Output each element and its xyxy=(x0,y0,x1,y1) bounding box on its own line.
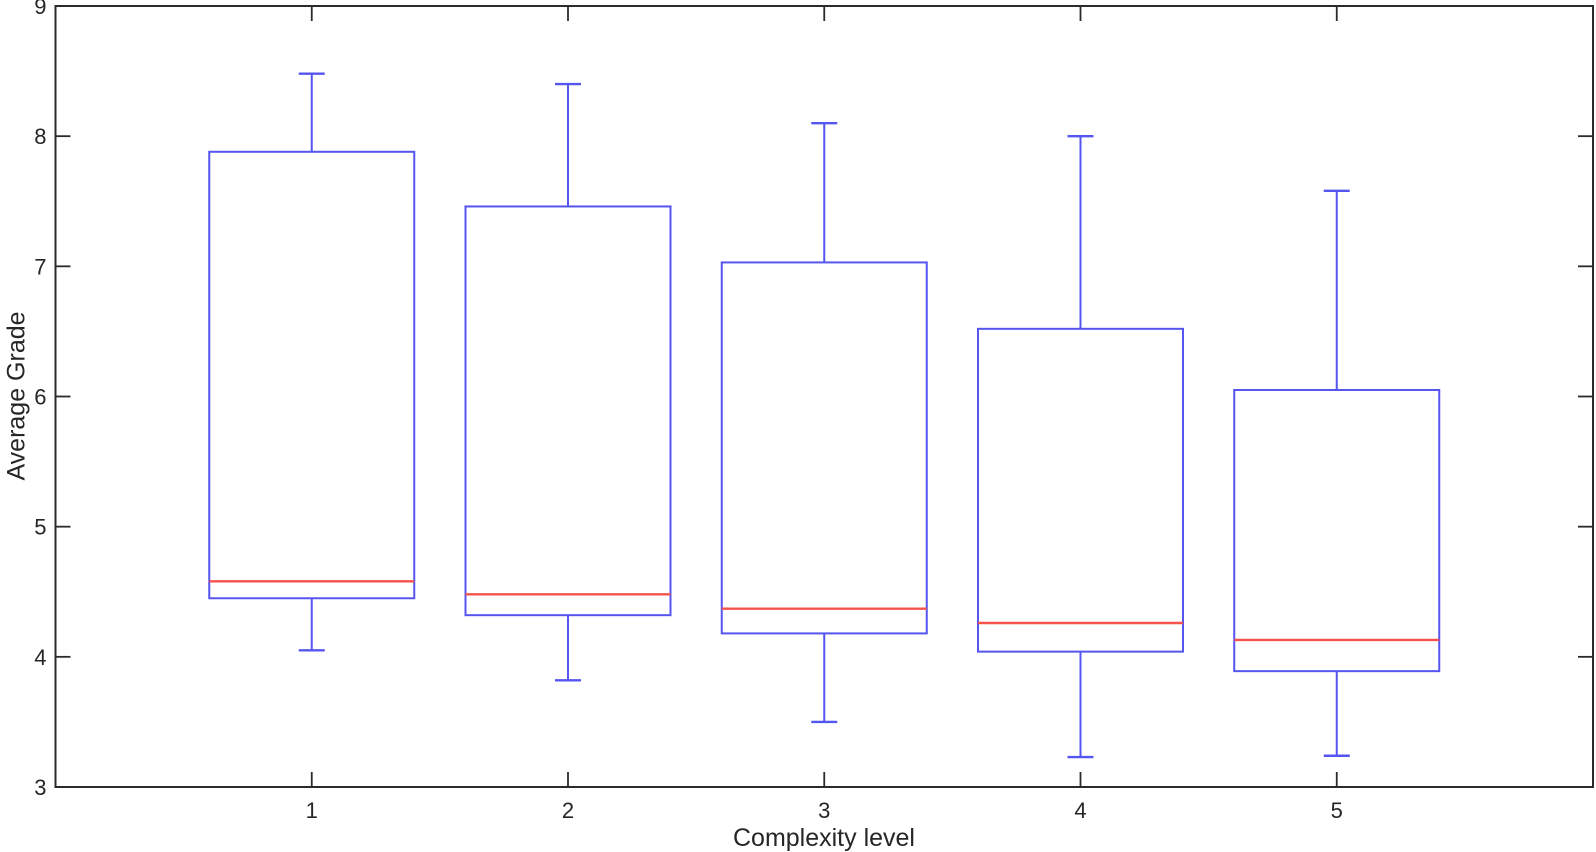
y-tick-label: 4 xyxy=(34,645,46,670)
x-tick-label: 3 xyxy=(818,798,830,823)
iqr-box xyxy=(208,150,416,600)
y-tick-label: 8 xyxy=(34,124,46,149)
x-axis-label: Complexity level xyxy=(732,824,915,852)
y-axis-label: Average Grade xyxy=(2,311,31,481)
x-tick-label: 4 xyxy=(1074,798,1086,823)
x-tick-label: 5 xyxy=(1331,798,1343,823)
y-tick-label: 5 xyxy=(34,515,46,540)
x-tick-label: 2 xyxy=(562,798,574,823)
iqr-box xyxy=(1233,388,1441,673)
iqr-box xyxy=(464,205,672,617)
iqr-box xyxy=(977,327,1184,653)
y-tick-label: 3 xyxy=(34,775,46,800)
y-tick-label: 7 xyxy=(34,254,46,279)
y-tick-label: 9 xyxy=(34,0,46,19)
iqr-box xyxy=(720,261,928,635)
x-tick-label: 1 xyxy=(306,798,318,823)
y-tick-label: 6 xyxy=(34,385,46,410)
